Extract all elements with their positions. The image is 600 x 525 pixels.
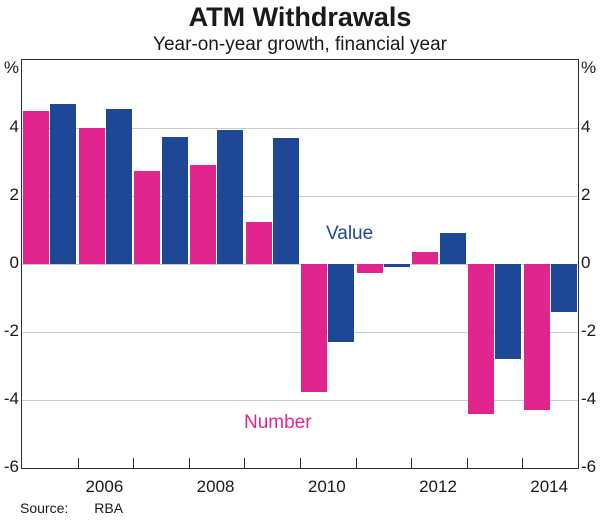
bar-value-2012 bbox=[439, 233, 466, 264]
bar-number-2005 bbox=[23, 111, 50, 264]
value-series-label: Value bbox=[326, 223, 374, 244]
x-axis-label-2008: 2008 bbox=[196, 477, 235, 496]
x-axis-tick bbox=[522, 458, 524, 468]
x-axis-tick bbox=[466, 458, 468, 468]
source-note: Source: RBA bbox=[20, 500, 123, 516]
chart-title: ATM Withdrawals bbox=[188, 2, 412, 32]
y-axis-label-left: 0 bbox=[9, 253, 19, 272]
chart-subtitle: Year-on-year growth, financial year bbox=[153, 34, 447, 55]
y-axis-label-left: -4 bbox=[3, 389, 19, 408]
y-axis-label-left: 4 bbox=[9, 117, 19, 136]
x-axis-label-2006: 2006 bbox=[85, 477, 124, 496]
bar-number-2012 bbox=[412, 252, 439, 264]
y-axis-label-right: 4 bbox=[581, 117, 591, 136]
x-axis-tick bbox=[133, 458, 135, 468]
y-axis-label-left: 2 bbox=[9, 185, 19, 204]
y-axis-label-right: -6 bbox=[581, 457, 597, 476]
x-axis-label-2014: 2014 bbox=[530, 477, 569, 496]
bar-value-2008 bbox=[217, 129, 244, 264]
bar-value-2006 bbox=[106, 109, 132, 264]
y-axis-label-left: % bbox=[3, 58, 19, 77]
bar-number-2007 bbox=[134, 170, 161, 264]
bar-number-2013 bbox=[468, 264, 494, 414]
gridline-y-2 bbox=[22, 195, 578, 197]
bar-number-2010 bbox=[301, 264, 328, 392]
x-axis-tick bbox=[188, 458, 190, 468]
y-axis-label-right: 2 bbox=[581, 185, 591, 204]
bar-value-2009 bbox=[272, 138, 299, 264]
bar-number-2011 bbox=[356, 264, 383, 273]
bar-number-2009 bbox=[245, 221, 272, 264]
x-axis-tick bbox=[300, 458, 301, 468]
x-axis-label-2012: 2012 bbox=[419, 477, 457, 496]
number-series-label: Number bbox=[244, 412, 312, 433]
bar-value-2007 bbox=[161, 136, 188, 264]
source-value: RBA bbox=[94, 500, 124, 516]
bar-value-2010 bbox=[328, 264, 355, 343]
x-axis-tick bbox=[77, 458, 79, 468]
bar-value-2013 bbox=[495, 264, 522, 360]
y-axis-label-left: -2 bbox=[3, 321, 19, 340]
y-axis-label-right: -2 bbox=[581, 321, 597, 340]
gridline-y--4 bbox=[22, 399, 578, 401]
gridline-y-0 bbox=[22, 263, 578, 265]
x-axis-tick bbox=[244, 458, 246, 468]
bar-value-2011 bbox=[384, 264, 410, 268]
y-axis-label-left: -6 bbox=[3, 457, 19, 476]
bar-number-2006 bbox=[78, 128, 105, 264]
gridline-y--2 bbox=[22, 331, 578, 333]
x-axis-tick bbox=[355, 458, 357, 468]
bar-number-2014 bbox=[523, 264, 550, 411]
y-axis-label-right: -4 bbox=[581, 389, 597, 408]
bar-number-2008 bbox=[190, 165, 216, 264]
y-axis-label-right: 0 bbox=[581, 253, 591, 272]
y-axis-label-right: % bbox=[581, 58, 597, 77]
bar-value-2005 bbox=[50, 104, 77, 264]
bar-value-2014 bbox=[550, 264, 577, 312]
plot-area: Value Number bbox=[21, 59, 579, 469]
gridline-y-4 bbox=[22, 127, 578, 129]
x-axis-label-2010: 2010 bbox=[307, 477, 346, 496]
source-label: Source: bbox=[20, 500, 69, 516]
x-axis-tick bbox=[411, 458, 413, 468]
